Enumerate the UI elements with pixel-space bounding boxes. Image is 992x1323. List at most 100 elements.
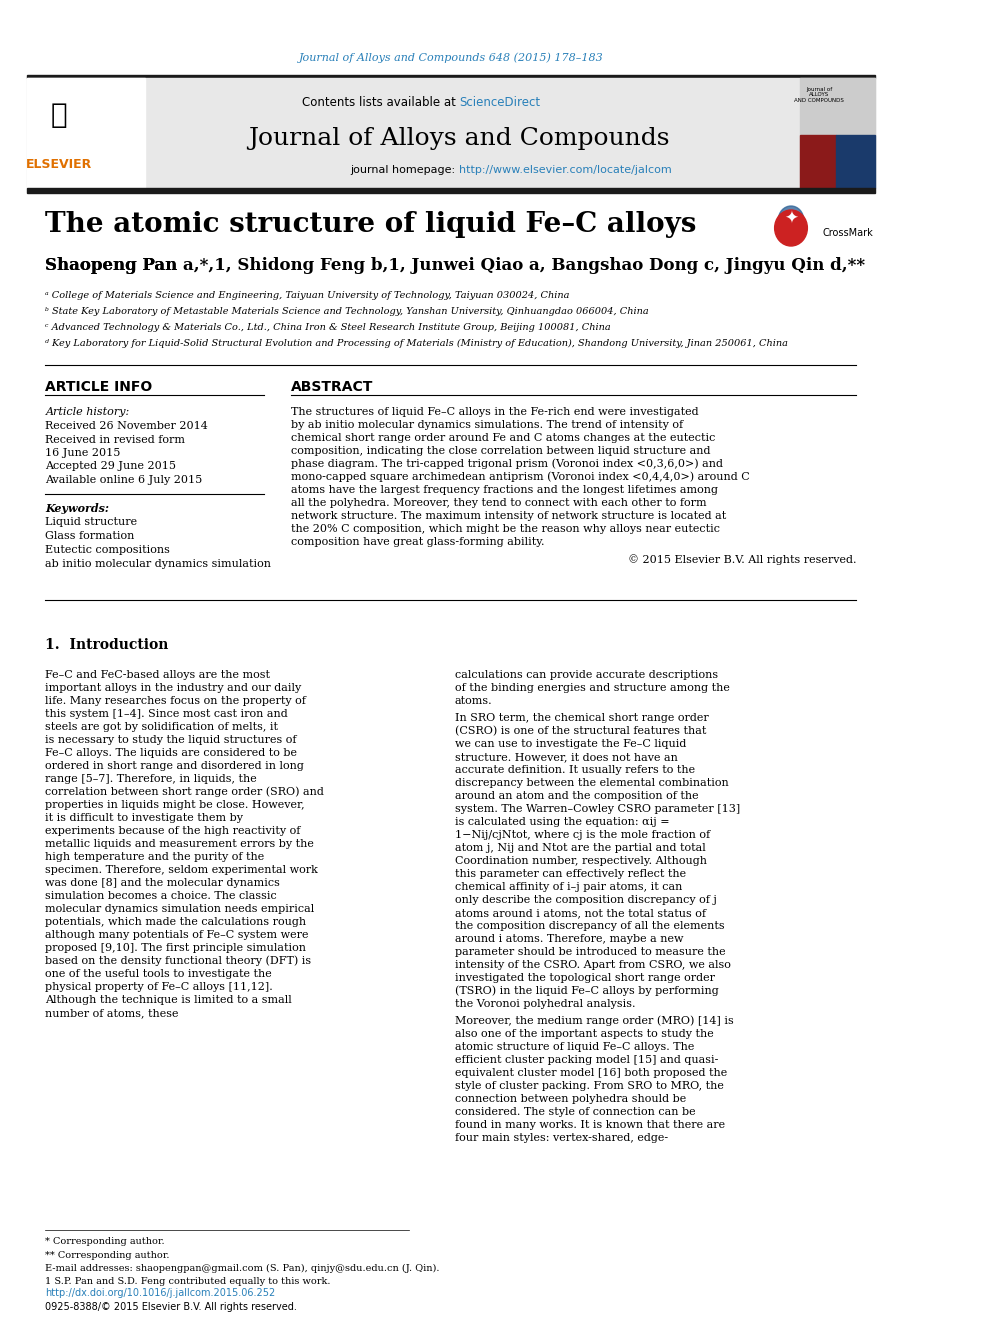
Text: The atomic structure of liquid Fe–C alloys: The atomic structure of liquid Fe–C allo… [46, 212, 696, 238]
Text: important alloys in the industry and our daily: important alloys in the industry and our… [46, 683, 302, 693]
Text: potentials, which made the calculations rough: potentials, which made the calculations … [46, 917, 307, 927]
Text: life. Many researches focus on the property of: life. Many researches focus on the prope… [46, 696, 307, 706]
Text: 1 S.P. Pan and S.D. Feng contributed equally to this work.: 1 S.P. Pan and S.D. Feng contributed equ… [46, 1277, 331, 1286]
Text: experiments because of the high reactivity of: experiments because of the high reactivi… [46, 826, 301, 836]
Text: CrossMark: CrossMark [822, 228, 874, 238]
Bar [801, 78, 875, 188]
Text: metallic liquids and measurement errors by the: metallic liquids and measurement errors … [46, 839, 314, 849]
Text: 0925-8388/© 2015 Elsevier B.V. All rights reserved.: 0925-8388/© 2015 Elsevier B.V. All right… [46, 1302, 298, 1312]
Text: http://www.elsevier.com/locate/jalcom: http://www.elsevier.com/locate/jalcom [459, 165, 672, 175]
Text: atoms around i atoms, not the total status of: atoms around i atoms, not the total stat… [454, 908, 705, 918]
Text: one of the useful tools to investigate the: one of the useful tools to investigate t… [46, 968, 272, 979]
Text: atom j, Nij and Ntot are the partial and total: atom j, Nij and Ntot are the partial and… [454, 843, 705, 853]
Text: mono-capped square archimedean antiprism (Voronoi index <0,4,4,0>) around C: mono-capped square archimedean antiprism… [291, 472, 750, 483]
Text: molecular dynamics simulation needs empirical: molecular dynamics simulation needs empi… [46, 904, 314, 914]
Text: ᵇ State Key Laboratory of Metastable Materials Science and Technology, Yanshan U: ᵇ State Key Laboratory of Metastable Mat… [46, 307, 649, 315]
Text: Received in revised form: Received in revised form [46, 435, 186, 445]
Text: ** Corresponding author.: ** Corresponding author. [46, 1250, 170, 1259]
Text: physical property of Fe–C alloys [11,12].: physical property of Fe–C alloys [11,12]… [46, 982, 273, 992]
Text: around an atom and the composition of the: around an atom and the composition of th… [454, 791, 698, 800]
Text: around i atoms. Therefore, maybe a new: around i atoms. Therefore, maybe a new [454, 934, 683, 945]
Text: considered. The style of connection can be: considered. The style of connection can … [454, 1107, 695, 1117]
Text: ᵈ Key Laboratory for Liquid-Solid Structural Evolution and Processing of Materia: ᵈ Key Laboratory for Liquid-Solid Struct… [46, 339, 789, 348]
Text: range [5–7]. Therefore, in liquids, the: range [5–7]. Therefore, in liquids, the [46, 774, 257, 785]
Text: proposed [9,10]. The first principle simulation: proposed [9,10]. The first principle sim… [46, 943, 307, 953]
Text: of the binding energies and structure among the: of the binding energies and structure am… [454, 683, 729, 693]
Text: ordered in short range and disordered in long: ordered in short range and disordered in… [46, 761, 305, 771]
Text: this parameter can effectively reflect the: this parameter can effectively reflect t… [454, 869, 685, 878]
Text: * Corresponding author.: * Corresponding author. [46, 1237, 165, 1246]
Text: Fe–C alloys. The liquids are considered to be: Fe–C alloys. The liquids are considered … [46, 747, 298, 758]
Text: Available online 6 July 2015: Available online 6 July 2015 [46, 475, 202, 486]
Text: ABSTRACT: ABSTRACT [291, 380, 373, 394]
Bar [27, 188, 875, 193]
Text: structure. However, it does not have an: structure. However, it does not have an [454, 751, 678, 762]
Text: The structures of liquid Fe–C alloys in the Fe-rich end were investigated: The structures of liquid Fe–C alloys in … [291, 407, 698, 417]
Text: four main styles: vertex-shared, edge-: four main styles: vertex-shared, edge- [454, 1132, 668, 1143]
Text: the Voronoi polyhedral analysis.: the Voronoi polyhedral analysis. [454, 999, 635, 1009]
Text: ✦: ✦ [784, 210, 798, 228]
Text: simulation becomes a choice. The classic: simulation becomes a choice. The classic [46, 890, 277, 901]
Text: atoms.: atoms. [454, 696, 492, 706]
Text: ScienceDirect: ScienceDirect [459, 97, 541, 110]
Text: Received 26 November 2014: Received 26 November 2014 [46, 421, 208, 431]
Text: Keywords:: Keywords: [46, 503, 109, 513]
Text: Journal of Alloys and Compounds 648 (2015) 178–183: Journal of Alloys and Compounds 648 (201… [299, 53, 603, 64]
Text: correlation between short range order (SRO) and: correlation between short range order (S… [46, 787, 324, 798]
Text: Accepted 29 June 2015: Accepted 29 June 2015 [46, 460, 177, 471]
Text: Contents lists available at: Contents lists available at [302, 97, 459, 110]
Text: Journal of Alloys and Compounds: Journal of Alloys and Compounds [248, 127, 670, 149]
Text: (TSRO) in the liquid Fe–C alloys by performing: (TSRO) in the liquid Fe–C alloys by perf… [454, 986, 718, 996]
Text: all the polyhedra. Moreover, they tend to connect with each other to form: all the polyhedra. Moreover, they tend t… [291, 497, 706, 508]
Text: the 20% C composition, which might be the reason why alloys near eutectic: the 20% C composition, which might be th… [291, 524, 720, 534]
Text: Article history:: Article history: [46, 407, 130, 417]
Text: atomic structure of liquid Fe–C alloys. The: atomic structure of liquid Fe–C alloys. … [454, 1043, 694, 1052]
Text: Eutectic compositions: Eutectic compositions [46, 545, 171, 556]
Text: chemical short range order around Fe and C atoms changes at the eutectic: chemical short range order around Fe and… [291, 433, 715, 443]
Text: accurate definition. It usually refers to the: accurate definition. It usually refers t… [454, 765, 694, 775]
Text: was done [8] and the molecular dynamics: was done [8] and the molecular dynamics [46, 878, 281, 888]
Text: Glass formation: Glass formation [46, 531, 135, 541]
Text: specimen. Therefore, seldom experimental work: specimen. Therefore, seldom experimental… [46, 865, 318, 875]
Text: although many potentials of Fe–C system were: although many potentials of Fe–C system … [46, 930, 309, 941]
Text: Moreover, the medium range order (MRO) [14] is: Moreover, the medium range order (MRO) [… [454, 1016, 733, 1027]
Text: E-mail addresses: shaopengpan@gmail.com (S. Pan), qinjy@sdu.edu.cn (J. Qin).: E-mail addresses: shaopengpan@gmail.com … [46, 1263, 440, 1273]
Text: by ab initio molecular dynamics simulations. The trend of intensity of: by ab initio molecular dynamics simulati… [291, 419, 683, 430]
Circle shape [779, 206, 804, 234]
Text: chemical affinity of i–j pair atoms, it can: chemical affinity of i–j pair atoms, it … [454, 882, 682, 892]
Bar [27, 75, 875, 78]
Text: ARTICLE INFO: ARTICLE INFO [46, 380, 153, 394]
Text: Shaopeng Pan a,*,1, Shidong Feng b,1, Junwei Qiao a, Bangshao Dong c, Jingyu Qin: Shaopeng Pan a,*,1, Shidong Feng b,1, Ju… [46, 257, 866, 274]
Text: ᶜ Advanced Technology & Materials Co., Ltd., China Iron & Steel Research Institu: ᶜ Advanced Technology & Materials Co., L… [46, 323, 611, 332]
Text: equivalent cluster model [16] both proposed the: equivalent cluster model [16] both propo… [454, 1068, 727, 1078]
Text: efficient cluster packing model [15] and quasi-: efficient cluster packing model [15] and… [454, 1054, 718, 1065]
Text: ab initio molecular dynamics simulation: ab initio molecular dynamics simulation [46, 560, 272, 569]
Text: steels are got by solidification of melts, it: steels are got by solidification of melt… [46, 722, 279, 732]
Text: we can use to investigate the Fe–C liquid: we can use to investigate the Fe–C liqui… [454, 740, 686, 749]
Text: Fe–C and FeC-based alloys are the most: Fe–C and FeC-based alloys are the most [46, 669, 271, 680]
Text: style of cluster packing. From SRO to MRO, the: style of cluster packing. From SRO to MR… [454, 1081, 723, 1091]
Text: only describe the composition discrepancy of j: only describe the composition discrepanc… [454, 894, 716, 905]
Bar [801, 135, 836, 188]
Bar [27, 78, 875, 188]
Text: Although the technique is limited to a small: Although the technique is limited to a s… [46, 995, 293, 1005]
Text: Journal of
ALLOYS
AND COMPOUNDS: Journal of ALLOYS AND COMPOUNDS [795, 87, 844, 103]
Text: calculations can provide accurate descriptions: calculations can provide accurate descri… [454, 669, 718, 680]
Text: properties in liquids might be close. However,: properties in liquids might be close. Ho… [46, 800, 306, 810]
Text: also one of the important aspects to study the: also one of the important aspects to stu… [454, 1029, 713, 1039]
Text: intensity of the CSRO. Apart from CSRO, we also: intensity of the CSRO. Apart from CSRO, … [454, 960, 730, 970]
Text: parameter should be introduced to measure the: parameter should be introduced to measur… [454, 947, 725, 957]
Text: 🌳: 🌳 [51, 101, 67, 130]
Text: is necessary to study the liquid structures of: is necessary to study the liquid structu… [46, 736, 297, 745]
Circle shape [775, 210, 807, 246]
Text: it is difficult to investigate them by: it is difficult to investigate them by [46, 814, 243, 823]
Text: Coordination number, respectively. Although: Coordination number, respectively. Altho… [454, 856, 706, 867]
Text: CrossMark: CrossMark [770, 225, 811, 232]
Text: network structure. The maximum intensity of network structure is located at: network structure. The maximum intensity… [291, 511, 726, 521]
Text: phase diagram. The tri-capped trigonal prism (Voronoi index <0,3,6,0>) and: phase diagram. The tri-capped trigonal p… [291, 459, 723, 470]
Text: 16 June 2015: 16 June 2015 [46, 448, 121, 458]
Text: (CSRO) is one of the structural features that: (CSRO) is one of the structural features… [454, 726, 706, 736]
Text: composition have great glass-forming ability.: composition have great glass-forming abi… [291, 537, 545, 546]
Text: based on the density functional theory (DFT) is: based on the density functional theory (… [46, 955, 311, 966]
Text: is calculated using the equation: αij =: is calculated using the equation: αij = [454, 818, 670, 827]
